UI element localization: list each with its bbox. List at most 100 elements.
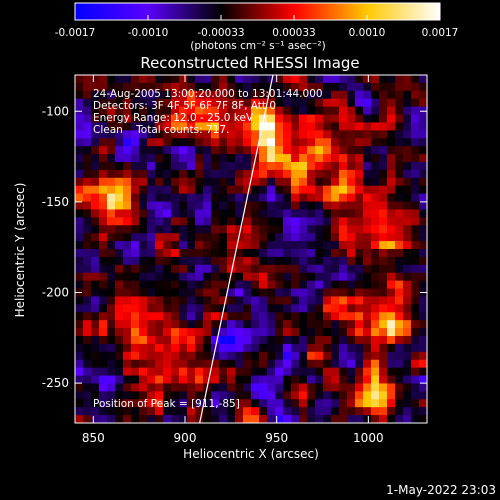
heatmap-cell bbox=[371, 201, 380, 210]
heatmap-cell bbox=[251, 169, 260, 179]
heatmap-cell bbox=[83, 162, 92, 171]
heatmap-cell bbox=[163, 256, 172, 266]
heatmap-cell bbox=[123, 288, 132, 297]
heatmap-cell bbox=[163, 249, 172, 258]
heatmap-cell bbox=[179, 193, 188, 203]
heatmap-cell bbox=[179, 209, 188, 218]
heatmap-cell bbox=[379, 130, 388, 139]
heatmap-cell bbox=[131, 217, 140, 226]
heatmap-cell bbox=[147, 296, 156, 305]
heatmap-cell bbox=[123, 343, 132, 353]
heatmap-cell bbox=[163, 343, 172, 353]
heatmap-cell bbox=[267, 225, 276, 234]
heatmap-cell bbox=[371, 114, 380, 123]
heatmap-cell bbox=[251, 407, 260, 416]
heatmap-cell bbox=[227, 169, 236, 179]
heatmap-cell bbox=[395, 185, 404, 195]
heatmap-cell bbox=[275, 75, 284, 84]
heatmap-cell bbox=[387, 296, 396, 305]
heatmap-cell bbox=[195, 304, 204, 313]
heatmap-cell bbox=[203, 177, 212, 187]
heatmap-cell bbox=[355, 130, 364, 139]
heatmap-cell bbox=[219, 201, 228, 210]
heatmap-cell bbox=[107, 114, 116, 123]
heatmap-cell bbox=[291, 217, 300, 226]
heatmap-cell bbox=[403, 185, 412, 195]
heatmap-cell bbox=[419, 249, 427, 258]
heatmap-cell bbox=[187, 383, 196, 392]
heatmap-cell bbox=[307, 375, 316, 384]
heatmap-cell bbox=[355, 75, 364, 84]
heatmap-cell bbox=[371, 336, 380, 345]
heatmap-cell bbox=[355, 288, 364, 297]
heatmap-cell bbox=[339, 209, 348, 218]
heatmap-cell bbox=[275, 256, 284, 266]
heatmap-cell bbox=[363, 288, 372, 297]
heatmap-cell bbox=[379, 399, 388, 408]
heatmap-cell bbox=[163, 288, 172, 297]
heatmap-cell bbox=[83, 312, 92, 321]
heatmap-cell bbox=[219, 185, 228, 195]
heatmap-cell bbox=[211, 122, 220, 131]
heatmap-cell bbox=[147, 320, 156, 329]
heatmap-cell bbox=[211, 241, 220, 250]
heatmap-cell bbox=[235, 225, 244, 234]
heatmap-cell bbox=[411, 201, 420, 210]
heatmap-cell bbox=[219, 130, 228, 139]
heatmap-cell bbox=[395, 122, 404, 131]
heatmap-cell bbox=[131, 177, 140, 187]
heatmap-cell bbox=[115, 130, 124, 139]
heatmap-cell bbox=[139, 351, 148, 361]
heatmap-cell bbox=[331, 256, 340, 266]
heatmap-cell bbox=[91, 82, 100, 92]
heatmap-cell bbox=[227, 217, 236, 226]
heatmap-cell bbox=[115, 407, 124, 416]
heatmap-cell bbox=[227, 343, 236, 353]
heatmap-cell bbox=[187, 367, 196, 377]
heatmap-cell bbox=[227, 296, 236, 305]
heatmap-cell bbox=[251, 233, 260, 242]
heatmap-cell bbox=[139, 98, 148, 108]
heatmap-cell bbox=[291, 280, 300, 290]
heatmap-cell bbox=[171, 122, 180, 131]
heatmap-cell bbox=[283, 336, 292, 345]
heatmap-cell bbox=[267, 169, 276, 179]
heatmap-cell bbox=[307, 399, 316, 408]
heatmap-cell bbox=[99, 162, 108, 171]
heatmap-cell bbox=[131, 82, 140, 92]
heatmap-cell bbox=[227, 415, 236, 423]
heatmap-cell bbox=[75, 296, 84, 305]
heatmap-cell bbox=[163, 138, 172, 147]
heatmap-cell bbox=[363, 264, 372, 274]
heatmap-cell bbox=[419, 383, 427, 392]
heatmap-cell bbox=[227, 320, 236, 329]
heatmap-cell bbox=[75, 146, 84, 155]
heatmap-cell bbox=[211, 272, 220, 282]
heatmap-cell bbox=[227, 407, 236, 416]
heatmap-cell bbox=[251, 391, 260, 400]
heatmap-cell bbox=[139, 264, 148, 274]
heatmap-cell bbox=[347, 82, 356, 92]
heatmap-cell bbox=[107, 343, 116, 353]
heatmap-cell bbox=[307, 138, 316, 147]
heatmap-cell bbox=[251, 367, 260, 377]
heatmap-cell bbox=[187, 304, 196, 313]
y-axis-label: Heliocentric Y (arcsec) bbox=[13, 183, 27, 318]
info-overlay: 24-Aug-2005 13:00:20.000 to 13:01:44.000… bbox=[93, 88, 323, 410]
heatmap-cell bbox=[347, 233, 356, 242]
heatmap-cell bbox=[419, 122, 427, 131]
heatmap-cell bbox=[339, 375, 348, 384]
heatmap-cell bbox=[307, 359, 316, 369]
heatmap-cell bbox=[331, 177, 340, 187]
heatmap-cell bbox=[115, 280, 124, 290]
heatmap-cell bbox=[171, 106, 180, 116]
heatmap-cell bbox=[267, 98, 276, 108]
heatmap-cell bbox=[211, 90, 220, 100]
heatmap-cell bbox=[315, 138, 324, 147]
heatmap-cell bbox=[131, 367, 140, 377]
heatmap-cell bbox=[291, 114, 300, 123]
heatmap-cell bbox=[411, 122, 420, 131]
heatmap-cell bbox=[75, 336, 84, 345]
heatmap-cell bbox=[347, 177, 356, 187]
heatmap-cell bbox=[315, 209, 324, 218]
